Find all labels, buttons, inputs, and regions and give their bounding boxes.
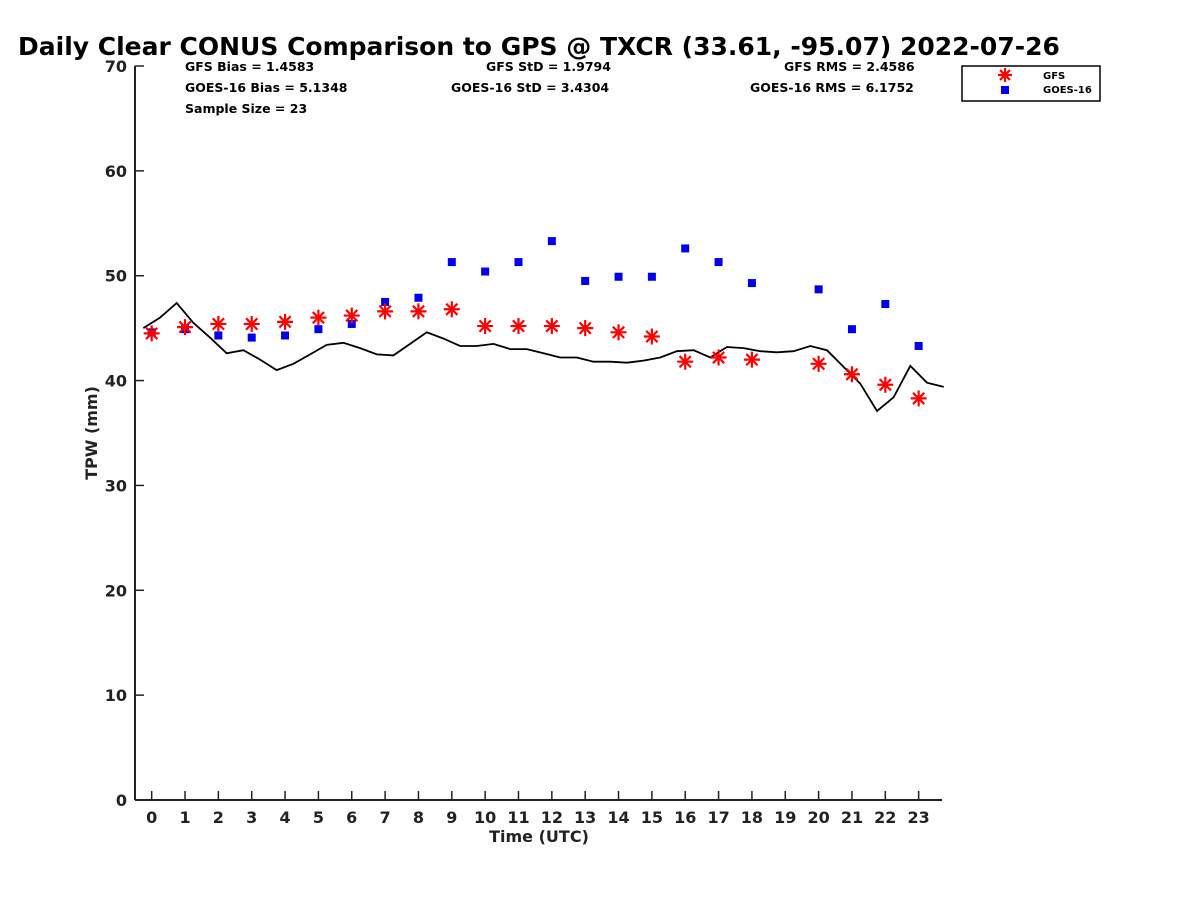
series-layer <box>142 237 944 413</box>
goes-16-point <box>314 325 323 334</box>
sample-size-text: Sample Size = 23 <box>185 101 307 116</box>
goes-16-point <box>614 272 623 281</box>
gfs-point <box>510 318 527 335</box>
x-tick-label: 19 <box>774 808 796 827</box>
x-tick-label: 10 <box>474 808 496 827</box>
gfs-rms-text: GFS RMS = 2.4586 <box>784 59 915 74</box>
x-tick-label: 5 <box>313 808 324 827</box>
y-tick-label: 50 <box>105 267 127 286</box>
x-tick-label: 15 <box>641 808 663 827</box>
legend-box <box>961 65 1101 102</box>
chart-title: Daily Clear CONUS Comparison to GPS @ TX… <box>18 32 1060 61</box>
gfs-point <box>810 355 827 372</box>
gfs-point <box>277 313 294 330</box>
gfs-point <box>410 303 427 320</box>
y-tick-label: 0 <box>116 791 127 810</box>
goes-16-point <box>381 297 390 306</box>
gfs-point <box>343 307 360 324</box>
goes-16-point <box>581 276 590 285</box>
x-tick-label: 7 <box>380 808 391 827</box>
goes-16-point <box>481 267 490 276</box>
x-axis-label: Time (UTC) <box>489 827 589 846</box>
goes-16-point <box>647 272 656 281</box>
y-tick-label: 70 <box>105 57 127 76</box>
gfs-bias-text: GFS Bias = 1.4583 <box>185 59 314 74</box>
y-tick-label: 40 <box>105 372 127 391</box>
gfs-point <box>877 376 894 393</box>
reference-line <box>142 301 944 413</box>
goes-16-point <box>247 333 256 342</box>
y-tick-label: 10 <box>105 686 127 705</box>
gfs-point <box>643 328 660 345</box>
goes-16-point <box>847 325 856 334</box>
x-tick-label: 16 <box>674 808 696 827</box>
x-tick-label: 6 <box>346 808 357 827</box>
x-tick-label: 4 <box>279 808 290 827</box>
goes-16-point <box>547 237 556 246</box>
goes-16-point <box>214 331 223 340</box>
goes-16-point <box>414 293 423 302</box>
x-tick-label: 0 <box>146 808 157 827</box>
gfs-point <box>477 318 494 335</box>
gfs-point <box>543 318 560 335</box>
x-tick-label: 14 <box>607 808 629 827</box>
gfs-point <box>443 301 460 318</box>
x-tick-label: 12 <box>541 808 563 827</box>
gfs-point <box>143 325 160 342</box>
x-tick-label: 13 <box>574 808 596 827</box>
x-tick-label: 22 <box>874 808 896 827</box>
gfs-point <box>610 324 627 341</box>
legend-goes-square <box>1001 86 1009 94</box>
gfs-point <box>310 309 327 326</box>
gfs-point <box>910 390 927 407</box>
x-tick-label: 2 <box>213 808 224 827</box>
y-tick-label: 20 <box>105 581 127 600</box>
goes-16-point <box>447 258 456 267</box>
gfs-point <box>243 315 260 332</box>
goes-16-point <box>347 319 356 328</box>
legend-goes-marker <box>1001 86 1009 94</box>
stats-annotations: GFS Bias = 1.4583 GOES-16 Bias = 5.1348 … <box>185 59 915 116</box>
goes-16-point <box>881 300 890 309</box>
goes-16-point <box>747 279 756 288</box>
x-tick-label: 23 <box>908 808 930 827</box>
legend: GFS GOES-16 <box>961 65 1101 102</box>
goes-16-point <box>514 258 523 267</box>
legend-gfs-label: GFS <box>1043 71 1065 82</box>
x-tick-label: 21 <box>841 808 863 827</box>
gfs-point <box>710 349 727 366</box>
goes-rms-text: GOES-16 RMS = 6.1752 <box>750 80 914 95</box>
legend-goes-label: GOES-16 <box>1043 85 1092 96</box>
y-axis-label: TPW (mm) <box>82 386 101 480</box>
gfs-std-text: GFS StD = 1.9794 <box>486 59 611 74</box>
x-tick-label: 9 <box>446 808 457 827</box>
x-tick-label: 17 <box>707 808 729 827</box>
gfs-point <box>677 353 694 370</box>
x-tick-label: 20 <box>807 808 829 827</box>
goes-16-point <box>814 285 823 294</box>
gfs-point <box>577 320 594 337</box>
gfs-point <box>210 315 227 332</box>
gfs-point <box>177 319 194 336</box>
x-tick-label: 3 <box>246 808 257 827</box>
goes-bias-text: GOES-16 Bias = 5.1348 <box>185 80 347 95</box>
x-tick-label: 8 <box>413 808 424 827</box>
goes-std-text: GOES-16 StD = 3.4304 <box>451 80 609 95</box>
goes-16-point <box>714 258 723 267</box>
legend-gfs-asterisk <box>998 68 1012 82</box>
gfs-point <box>743 351 760 368</box>
x-tick-label: 1 <box>179 808 190 827</box>
y-tick-label: 30 <box>105 476 127 495</box>
goes-16-point <box>681 244 690 253</box>
goes-16-point <box>914 341 923 350</box>
gfs-point <box>843 366 860 383</box>
legend-gfs-marker <box>998 68 1012 82</box>
x-tick-label: 11 <box>507 808 529 827</box>
x-tick-label: 18 <box>741 808 763 827</box>
goes-16-point <box>281 331 290 340</box>
y-tick-label: 60 <box>105 162 127 181</box>
gfs-point <box>377 303 394 320</box>
